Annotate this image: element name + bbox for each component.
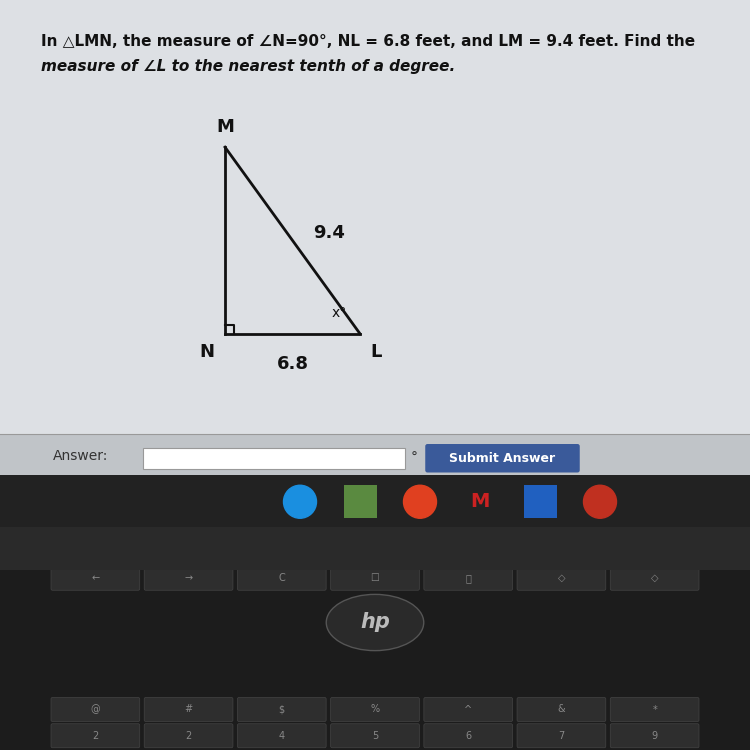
FancyBboxPatch shape [610,724,699,748]
Bar [0,0,750,472]
FancyBboxPatch shape [610,698,699,721]
Text: #: # [184,704,193,715]
Text: 9: 9 [652,730,658,741]
FancyBboxPatch shape [331,566,419,590]
Text: 6.8: 6.8 [277,355,308,373]
FancyBboxPatch shape [238,698,326,721]
Bar [344,485,376,518]
Text: Submit Answer: Submit Answer [449,452,556,465]
FancyBboxPatch shape [517,724,606,748]
Text: In △LMN, the measure of ∠N=90°, NL = 6.8 feet, and LM = 9.4 feet. Find the: In △LMN, the measure of ∠N=90°, NL = 6.8… [41,34,695,49]
Bar [0,435,750,476]
FancyBboxPatch shape [51,566,140,590]
Text: 7: 7 [558,730,565,741]
Bar [0,526,750,570]
Bar [524,485,556,518]
Circle shape [404,485,436,518]
Text: 5: 5 [372,730,378,741]
FancyBboxPatch shape [517,698,606,721]
FancyBboxPatch shape [331,724,419,748]
Text: C: C [278,573,285,584]
Ellipse shape [326,594,424,650]
Text: &: & [557,704,566,715]
Text: 6: 6 [465,730,471,741]
FancyBboxPatch shape [144,566,233,590]
FancyBboxPatch shape [424,724,512,748]
Text: @: @ [91,704,101,715]
FancyBboxPatch shape [331,698,419,721]
Text: ◇: ◇ [558,573,566,584]
Text: ←: ← [92,573,100,584]
FancyBboxPatch shape [144,698,233,721]
Text: 9.4: 9.4 [314,224,346,242]
Text: Answer:: Answer: [53,449,108,463]
Text: 2: 2 [92,730,98,741]
Text: measure of ∠L to the nearest tenth of a degree.: measure of ∠L to the nearest tenth of a … [41,58,455,74]
Bar [0,475,750,529]
FancyBboxPatch shape [238,724,326,748]
Text: ◇: ◇ [651,573,658,584]
Text: M: M [216,118,234,136]
Text: hp: hp [360,613,390,632]
FancyBboxPatch shape [51,724,140,748]
FancyBboxPatch shape [142,448,405,469]
Text: M: M [470,492,490,512]
Text: 4: 4 [279,730,285,741]
Text: 2: 2 [185,730,192,741]
Circle shape [584,485,616,518]
FancyBboxPatch shape [144,724,233,748]
FancyBboxPatch shape [517,566,606,590]
FancyBboxPatch shape [610,566,699,590]
Text: N: N [200,343,214,361]
Circle shape [284,485,316,518]
FancyBboxPatch shape [51,698,140,721]
Text: ^: ^ [464,704,472,715]
Text: →: → [184,573,193,584]
Bar [0,570,750,750]
Text: $: $ [279,704,285,715]
Text: *: * [652,704,657,715]
Text: ⬜: ⬜ [465,573,471,584]
Text: °: ° [411,452,418,465]
FancyBboxPatch shape [424,566,512,590]
Text: ☐: ☐ [370,573,380,584]
Text: %: % [370,704,380,715]
Text: x°: x° [332,306,346,320]
FancyBboxPatch shape [238,566,326,590]
FancyBboxPatch shape [425,444,580,472]
FancyBboxPatch shape [424,698,512,721]
Text: L: L [370,343,382,361]
